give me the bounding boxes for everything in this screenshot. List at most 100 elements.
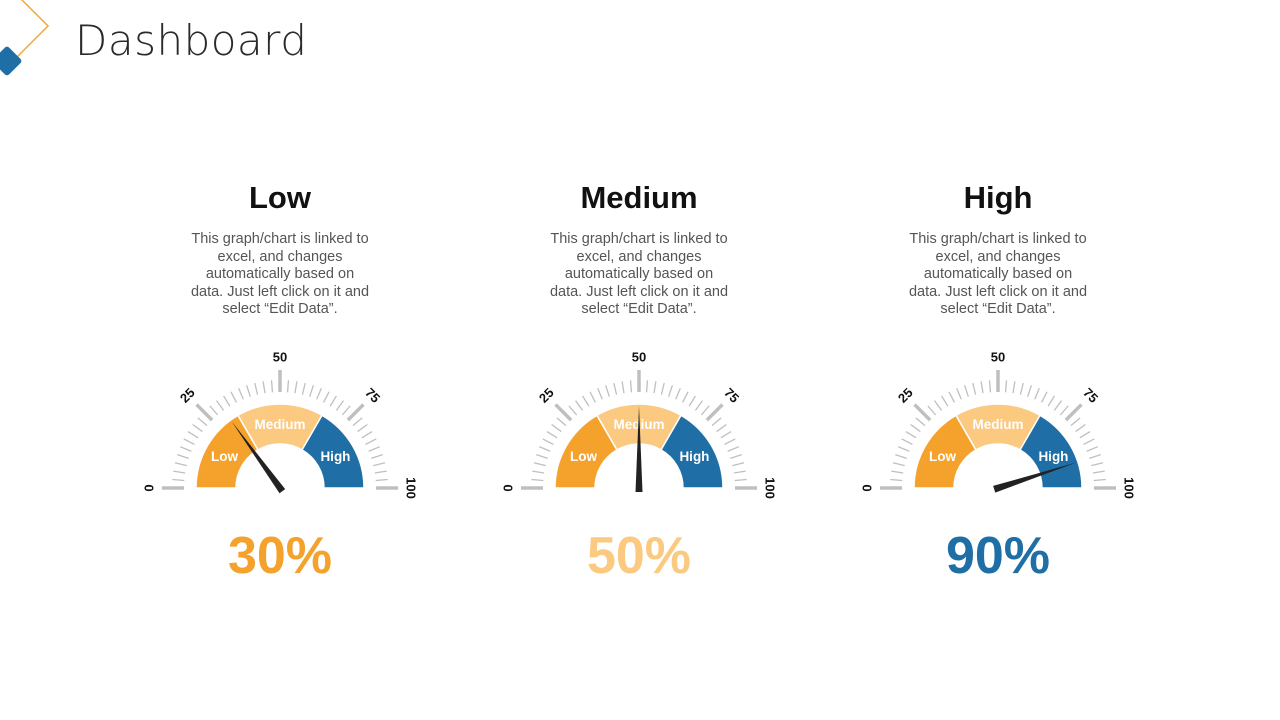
gauge-minor-tick	[1047, 395, 1055, 407]
gauge-band-label-medium: Medium	[254, 417, 305, 432]
logo-orange-outline	[9, 0, 50, 65]
gauge-minor-tick	[734, 478, 747, 482]
gauge-minor-tick	[254, 382, 259, 395]
gauge-band-high	[660, 414, 724, 489]
gauge-minor-tick	[556, 417, 567, 427]
gauge-minor-tick	[536, 454, 548, 459]
gauge-minor-tick	[891, 470, 904, 474]
gauge-minor-tick	[956, 387, 962, 400]
gauge-band-label-low: Low	[929, 449, 956, 464]
gauge-minor-tick	[1012, 381, 1016, 394]
gauge-minor-tick	[238, 387, 244, 400]
gauge-major-tick	[1064, 403, 1083, 422]
gauge-minor-tick	[910, 423, 921, 433]
gauge-minor-tick	[589, 391, 596, 403]
gauge-minor-tick	[568, 405, 578, 416]
gauge-minor-tick	[374, 470, 387, 474]
gauge-band-label-medium: Medium	[972, 417, 1023, 432]
gauge-band-label-high: High	[320, 449, 350, 464]
gauge-tick-label: 100	[1122, 477, 1137, 499]
gauge-minor-tick	[270, 380, 274, 393]
gauge-minor-tick	[980, 381, 984, 394]
gauge-minor-tick	[542, 438, 554, 445]
gauge-minor-tick	[357, 423, 368, 433]
gauge-tick-label: 25	[536, 385, 557, 406]
gauge-minor-tick	[361, 431, 373, 439]
gauge-minor-tick	[368, 446, 381, 452]
gauge-minor-tick	[546, 431, 558, 439]
gauge-minor-tick	[183, 438, 195, 445]
gauge-tick-label: 50	[632, 350, 646, 365]
gauge-minor-tick	[223, 395, 231, 407]
gauge-minor-tick	[660, 382, 665, 395]
panel-heading-high: High	[963, 180, 1033, 215]
gauge-minor-tick	[197, 417, 208, 427]
gauge-minor-tick	[1075, 423, 1086, 433]
gauge-minor-tick	[532, 470, 545, 474]
gauge-minor-tick	[1019, 382, 1024, 395]
panel-description-medium: This graph/chart is linked to excel, and…	[549, 231, 729, 318]
gauge-needle	[993, 462, 1076, 493]
gauge-tick-label: 50	[991, 350, 1005, 365]
gauge-minor-tick	[645, 380, 649, 393]
gauge-minor-tick	[895, 454, 907, 459]
gauge-tick-label: 50	[273, 350, 287, 365]
gauge-minor-tick	[688, 395, 696, 407]
gauge-minor-tick	[172, 478, 185, 482]
gauge-minor-tick	[365, 438, 377, 445]
gauge-tick-label: 25	[895, 385, 916, 406]
gauge-panel-low[interactable]: Low This graph/chart is linked to excel,…	[130, 170, 430, 600]
gauge-minor-tick	[948, 391, 955, 403]
gauge-minor-tick	[179, 446, 192, 452]
logo-icon	[0, 0, 50, 76]
gauge-minor-tick	[1092, 470, 1105, 474]
gauge-minor-tick	[897, 446, 910, 452]
gauge-minor-tick	[933, 400, 943, 411]
gauge-minor-tick	[352, 417, 363, 427]
gauge-minor-tick	[892, 462, 905, 467]
gauge-minor-tick	[1070, 417, 1081, 427]
gauge-minor-tick	[371, 454, 383, 459]
gauge-minor-tick	[724, 438, 736, 445]
gauge-panel-high[interactable]: High This graph/chart is linked to excel…	[848, 170, 1148, 600]
gauge-minor-tick	[375, 478, 388, 482]
gauge-minor-tick	[1027, 385, 1032, 397]
panel-heading-medium: Medium	[580, 180, 698, 215]
gauge-tick-label: 75	[362, 385, 383, 406]
gauge-minor-tick	[711, 417, 722, 427]
gauge-minor-tick	[682, 391, 689, 403]
gauge-minor-tick	[1079, 431, 1091, 439]
gauge-tick-label: 100	[763, 477, 778, 499]
gauge-major-tick	[705, 403, 724, 422]
gauge-chart-low[interactable]: Low Medium High 0 25 50 75 100	[130, 340, 430, 510]
gauge-minor-tick	[209, 405, 219, 416]
gauge-tick-label: 0	[142, 484, 157, 491]
gauge-minor-tick	[329, 395, 337, 407]
gauge-minor-tick	[335, 400, 345, 411]
gauge-minor-tick	[605, 385, 610, 397]
gauge-minor-tick	[1059, 405, 1069, 416]
gauge-needle	[231, 421, 286, 494]
gauge-minor-tick	[675, 387, 681, 400]
gauge-panel-medium[interactable]: Medium This graph/chart is linked to exc…	[489, 170, 789, 600]
gauge-chart-high[interactable]: Low Medium High 0 25 50 75 100	[848, 340, 1148, 510]
gauge-minor-tick	[653, 381, 657, 394]
gauge-minor-tick	[700, 405, 710, 416]
gauge-minor-tick	[582, 395, 590, 407]
gauge-minor-tick	[551, 423, 562, 433]
gauge-minor-tick	[1053, 400, 1063, 411]
gauge-band-label-low: Low	[211, 449, 238, 464]
gauge-minor-tick	[294, 381, 298, 394]
gauge-minor-tick	[621, 381, 625, 394]
gauge-minor-tick	[230, 391, 237, 403]
gauge-minor-tick	[716, 423, 727, 433]
gauge-major-tick	[346, 403, 365, 422]
gauge-minor-tick	[574, 400, 584, 411]
gauge-minor-tick	[720, 431, 732, 439]
gauge-band-label-high: High	[679, 449, 709, 464]
gauge-minor-tick	[531, 478, 544, 482]
gauge-minor-tick	[373, 462, 386, 467]
gauge-minor-tick	[246, 385, 251, 397]
